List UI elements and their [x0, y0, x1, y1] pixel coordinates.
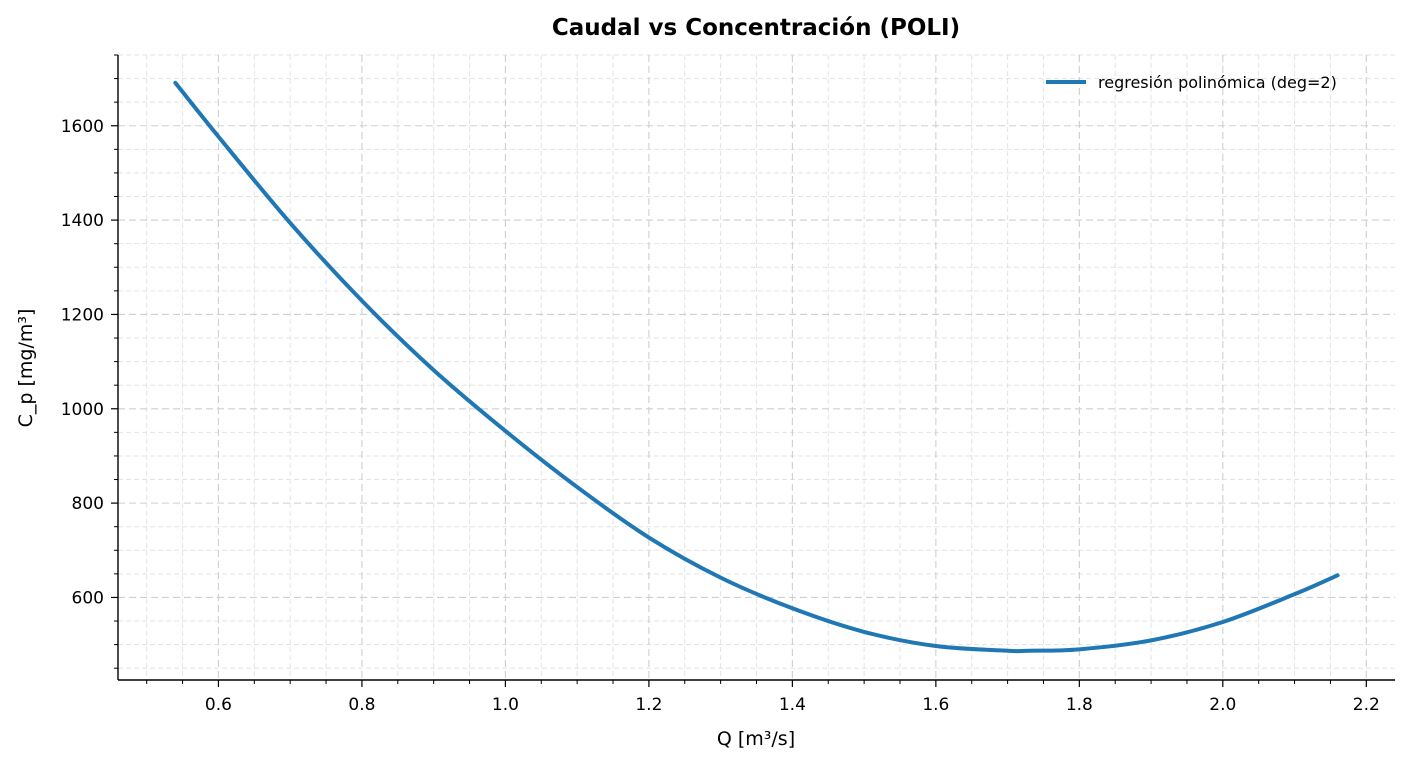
x-tick-label: 1.6: [922, 695, 949, 715]
x-ticks: 0.6 0.8 1.0 1.2 1.4 1.6 1.8 2.0 2.2: [146, 680, 1380, 715]
major-grid: [118, 55, 1395, 680]
x-tick-label: 2.2: [1353, 695, 1380, 715]
y-tick-label: 1200: [61, 305, 104, 325]
chart-title: Caudal vs Concentración (POLI): [552, 15, 960, 41]
y-axis-label: C_p [mg/m³]: [15, 309, 37, 428]
x-tick-label: 0.6: [205, 695, 232, 715]
legend: regresión polinómica (deg=2): [1046, 73, 1337, 92]
x-axis-label: Q [m³/s]: [717, 728, 795, 750]
y-tick-label: 1600: [61, 117, 104, 137]
x-tick-label: 0.8: [348, 695, 375, 715]
y-tick-label: 800: [72, 494, 104, 514]
legend-label: regresión polinómica (deg=2): [1098, 73, 1337, 92]
x-tick-label: 1.2: [635, 695, 662, 715]
x-tick-label: 1.4: [779, 695, 806, 715]
y-tick-label: 600: [72, 588, 104, 608]
x-tick-label: 1.0: [492, 695, 519, 715]
minor-grid: [118, 54, 1395, 680]
y-tick-label: 1400: [61, 211, 104, 231]
y-tick-label: 1000: [61, 400, 104, 420]
y-ticks: 600 800 1000 1200 1400 1600: [61, 54, 118, 669]
x-tick-label: 1.8: [1066, 695, 1093, 715]
series-layer: [173, 80, 1340, 654]
series-line: [173, 80, 1340, 654]
x-tick-label: 2.0: [1209, 695, 1236, 715]
